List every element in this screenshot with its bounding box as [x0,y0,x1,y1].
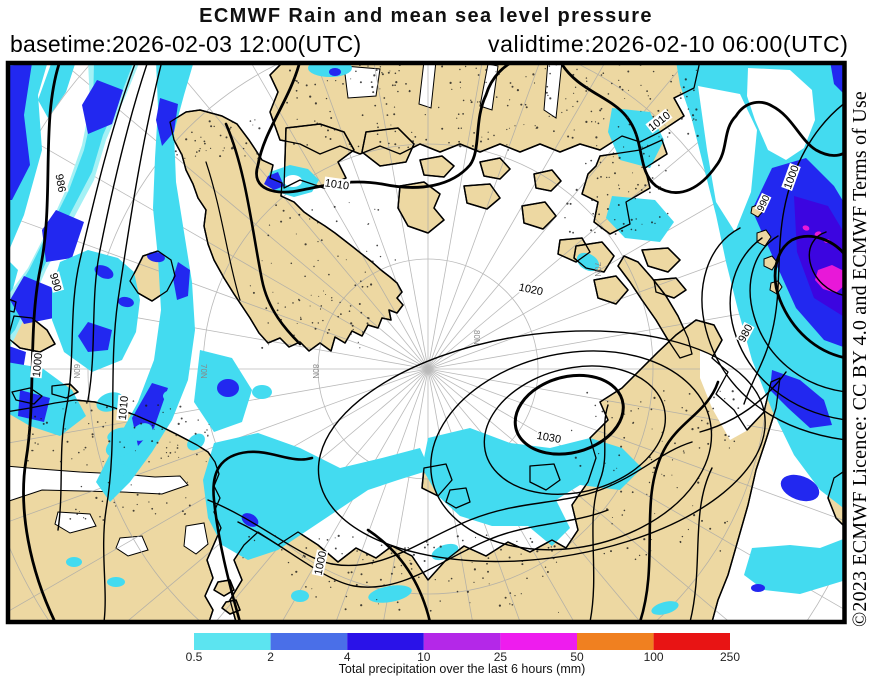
svg-text:990: 990 [47,272,63,293]
svg-text:Total precipitation over the l: Total precipitation over the last 6 hour… [339,662,586,676]
svg-text:50: 50 [570,650,584,664]
svg-text:986: 986 [53,173,68,193]
svg-text:1030: 1030 [536,430,562,446]
svg-text:1000: 1000 [31,352,45,377]
svg-text:100: 100 [644,650,664,664]
svg-text:4: 4 [344,650,351,664]
svg-text:1020: 1020 [518,282,544,299]
svg-text:0.5: 0.5 [186,650,203,664]
svg-text:1010: 1010 [324,177,350,192]
svg-text:1010: 1010 [117,395,131,420]
svg-text:70N: 70N [593,262,602,277]
svg-text:10: 10 [417,650,431,664]
svg-text:70N: 70N [199,364,208,379]
svg-text:2: 2 [267,650,274,664]
svg-text:80N: 80N [311,364,320,379]
svg-text:1000: 1000 [313,550,330,576]
svg-text:250: 250 [720,650,740,664]
svg-text:80N: 80N [472,330,481,345]
svg-text:25: 25 [494,650,508,664]
svg-text:60N: 60N [72,364,81,379]
